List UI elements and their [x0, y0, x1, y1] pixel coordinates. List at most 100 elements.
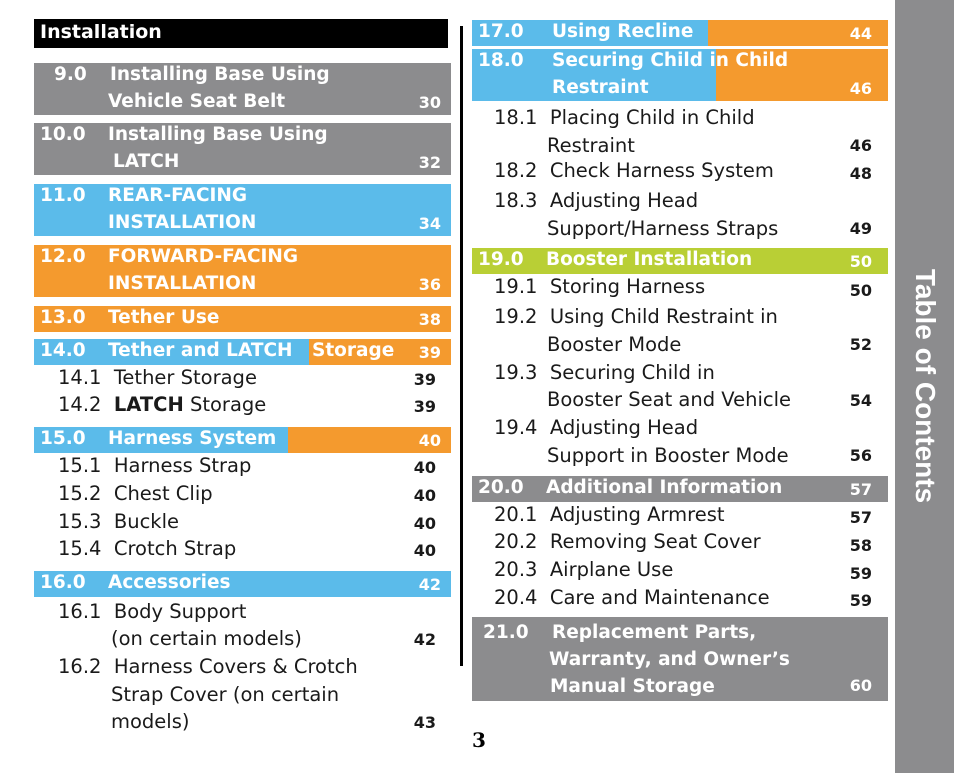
- toc-section-13[interactable]: 13.0 Tether Use 38: [34, 306, 451, 332]
- item-number: 14.2: [58, 393, 102, 416]
- item-label-line2: Strap Cover (on certain: [111, 682, 340, 706]
- section-title-line1: Installing Base Using: [110, 64, 330, 85]
- header-accent: [288, 427, 451, 453]
- section-number: 15.0: [40, 428, 86, 449]
- item-number: 16.2: [58, 655, 102, 678]
- toc-item-18-2[interactable]: 18.2 Check Harness System: [494, 159, 774, 182]
- toc-item-18-1[interactable]: 18.1 Placing Child in Child Restraint: [494, 104, 755, 159]
- item-page: 57: [849, 508, 872, 527]
- section-title-line1: FORWARD-FACING: [108, 246, 299, 267]
- toc-section-9[interactable]: 9.0 Installing Base Using Vehicle Seat B…: [34, 63, 451, 115]
- toc-item-14-2[interactable]: 14.2 LATCH Storage: [58, 393, 266, 416]
- section-number: 17.0: [478, 21, 524, 42]
- item-page: 58: [849, 536, 872, 555]
- toc-item-16-1[interactable]: 16.1 Body Support (on certain models): [58, 598, 302, 652]
- toc-item-20-4[interactable]: 20.4 Care and Maintenance: [494, 586, 770, 609]
- section-number: 10.0: [40, 124, 86, 145]
- item-label: Buckle: [113, 510, 179, 533]
- item-number: 18.2: [494, 159, 538, 182]
- item-label-line1: Body Support: [113, 600, 247, 623]
- item-number: 15.3: [58, 510, 102, 533]
- section-number: 18.0: [478, 50, 524, 71]
- item-label: Crotch Strap: [113, 537, 237, 560]
- toc-section-14[interactable]: 14.0 Tether and LATCH Storage 39: [34, 339, 451, 365]
- item-label-line1: Using Child Restraint in: [549, 305, 778, 328]
- section-header-title: Installation: [40, 21, 162, 43]
- item-number: 20.2: [494, 530, 538, 553]
- side-tab: Table of Contents: [895, 0, 954, 773]
- toc-item-15-2[interactable]: 15.2 Chest Clip: [58, 482, 213, 505]
- item-number: 19.2: [494, 305, 538, 328]
- toc-section-11[interactable]: 11.0 REAR-FACING INSTALLATION 34: [34, 184, 451, 236]
- section-title-line2: Restraint: [552, 77, 649, 98]
- section-number: 11.0: [40, 185, 86, 206]
- item-page: 40: [413, 486, 436, 505]
- section-title-line2: Warranty, and Owner’s: [549, 649, 790, 670]
- toc-section-21[interactable]: 21.0 Replacement Parts, Warranty, and Ow…: [472, 617, 888, 701]
- section-page: 34: [418, 214, 441, 233]
- toc-item-14-1[interactable]: 14.1 Tether Storage: [58, 366, 257, 389]
- item-page: 43: [413, 713, 436, 732]
- column-divider: [460, 26, 463, 666]
- item-number: 20.3: [494, 558, 538, 581]
- section-page: 44: [849, 24, 872, 43]
- section-title-line1: REAR-FACING: [108, 185, 248, 206]
- section-page: 50: [849, 252, 872, 271]
- section-page: 39: [418, 343, 441, 362]
- toc-item-15-3[interactable]: 15.3 Buckle: [58, 510, 179, 533]
- section-title-line2: INSTALLATION: [108, 212, 257, 233]
- toc-item-19-1[interactable]: 19.1 Storing Harness: [494, 275, 705, 298]
- item-label: Adjusting Armrest: [549, 503, 725, 526]
- toc-item-16-2[interactable]: 16.2 Harness Covers & Crotch Strap Cover…: [58, 653, 358, 736]
- item-label-line1: Harness Covers & Crotch: [113, 655, 358, 678]
- toc-item-20-1[interactable]: 20.1 Adjusting Armrest: [494, 503, 725, 526]
- header-accent: [708, 20, 888, 46]
- toc-item-19-2[interactable]: 19.2 Using Child Restraint in Booster Mo…: [494, 303, 778, 358]
- item-page: 52: [849, 335, 872, 354]
- item-page: 39: [413, 397, 436, 416]
- side-tab-label: Table of Contents: [909, 268, 941, 504]
- toc-section-20[interactable]: 20.0 Additional Information 57: [472, 476, 888, 502]
- toc-item-15-4[interactable]: 15.4 Crotch Strap: [58, 537, 236, 560]
- item-number: 19.3: [494, 361, 538, 384]
- item-page: 49: [849, 219, 872, 238]
- item-label-line2: Restraint: [547, 133, 635, 157]
- section-number: 21.0: [483, 622, 529, 643]
- item-page: 46: [849, 136, 872, 155]
- toc-item-19-3[interactable]: 19.3 Securing Child in Booster Seat and …: [494, 359, 791, 413]
- item-number: 19.4: [494, 416, 538, 439]
- toc-section-10[interactable]: 10.0 Installing Base Using LATCH 32: [34, 123, 451, 175]
- item-label: Tether Storage: [113, 366, 257, 389]
- section-title-line2: INSTALLATION: [108, 273, 257, 294]
- section-page: 38: [418, 310, 441, 329]
- item-label: Airplane Use: [549, 558, 674, 581]
- item-label-line1: Adjusting Head: [549, 189, 699, 212]
- section-number: 20.0: [478, 477, 524, 498]
- toc-section-15[interactable]: 15.0 Harness System 40: [34, 427, 451, 453]
- toc-section-19[interactable]: 19.0 Booster Installation 50: [472, 248, 888, 274]
- section-page: 46: [849, 79, 872, 98]
- toc-item-19-4[interactable]: 19.4 Adjusting Head Support in Booster M…: [494, 414, 789, 469]
- item-label-line2: (on certain models): [111, 627, 302, 650]
- page-number: 3: [472, 728, 486, 752]
- section-title-line1: Securing Child in Child: [552, 50, 789, 71]
- toc-section-18[interactable]: 18.0 Securing Child in Child Restraint 4…: [472, 49, 888, 101]
- toc-item-20-3[interactable]: 20.3 Airplane Use: [494, 558, 673, 581]
- toc-item-18-3[interactable]: 18.3 Adjusting Head Support/Harness Stra…: [494, 187, 778, 242]
- item-label: Removing Seat Cover: [549, 530, 761, 553]
- item-label-line1: Adjusting Head: [549, 416, 699, 439]
- item-label-line2: Support/Harness Straps: [547, 216, 779, 240]
- toc-section-16[interactable]: 16.0 Accessories 42: [34, 571, 451, 597]
- item-label-bold: LATCH: [113, 393, 184, 416]
- toc-item-15-1[interactable]: 15.1 Harness Strap: [58, 454, 251, 477]
- item-page: 40: [413, 458, 436, 477]
- toc-section-12[interactable]: 12.0 FORWARD-FACING INSTALLATION 36: [34, 245, 451, 297]
- toc-item-20-2[interactable]: 20.2 Removing Seat Cover: [494, 530, 761, 553]
- section-page: 30: [418, 93, 441, 112]
- section-title-line1: Replacement Parts,: [552, 622, 757, 643]
- item-page: 59: [849, 564, 872, 583]
- item-page: 42: [413, 630, 436, 649]
- toc-section-17[interactable]: 17.0 Using Recline 44: [472, 20, 888, 46]
- header-accent: [309, 339, 451, 365]
- section-number: 9.0: [54, 64, 87, 85]
